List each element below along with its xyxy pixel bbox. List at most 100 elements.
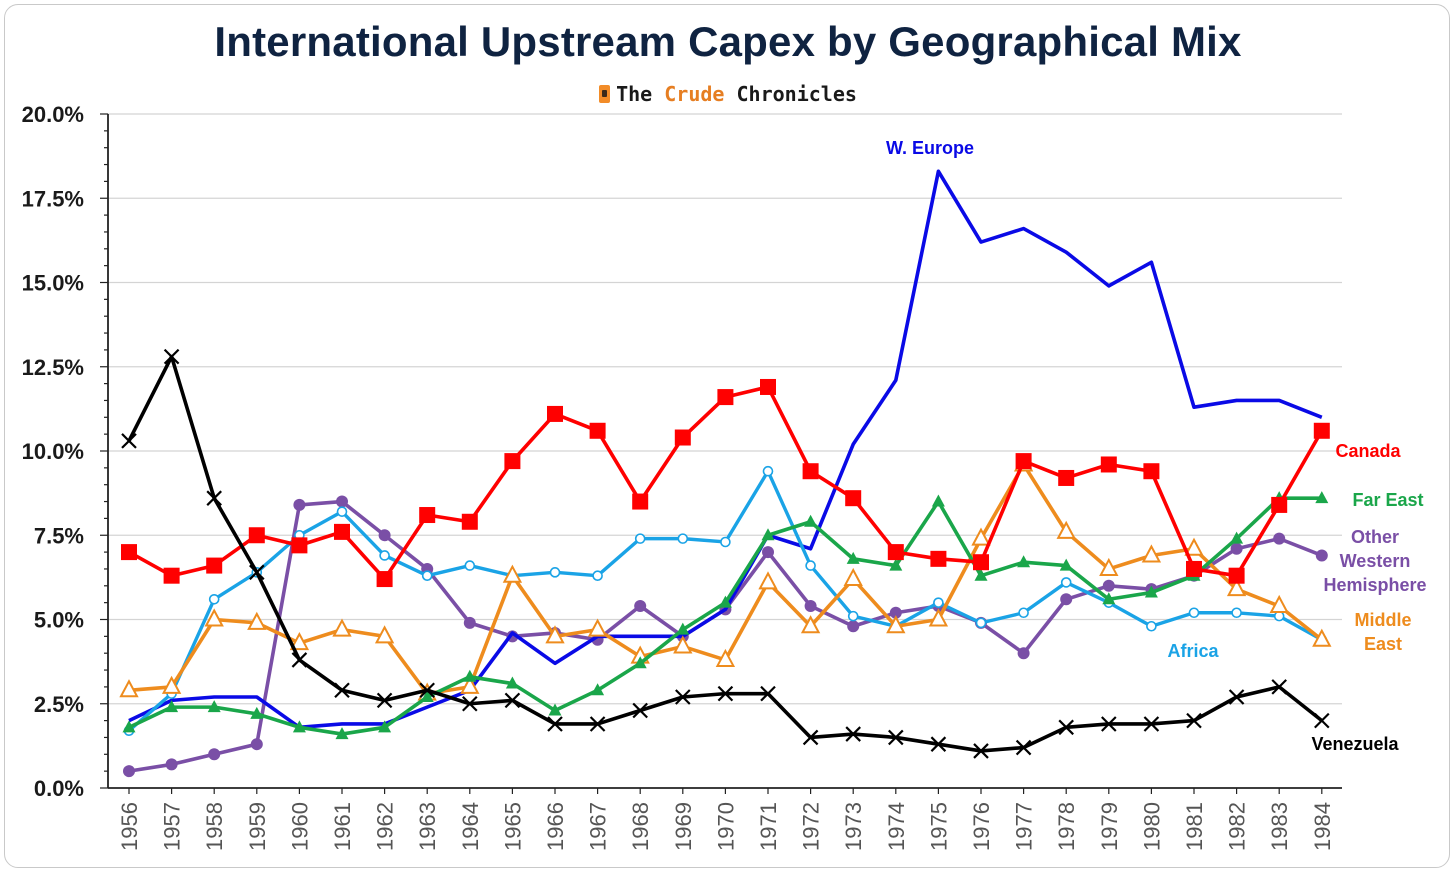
series-label: Venezuela [1311, 734, 1399, 754]
data-point [1099, 557, 1119, 576]
y-tick-label: 12.5% [22, 355, 84, 380]
series-label: Western [1340, 551, 1411, 571]
data-point [121, 544, 137, 561]
data-point-stroke [249, 564, 265, 581]
data-point [889, 606, 902, 619]
data-point [762, 546, 774, 559]
data-point [1315, 491, 1329, 504]
x-tick-label: 1960 [287, 802, 312, 851]
data-point [587, 618, 608, 637]
data-point [1230, 531, 1244, 544]
data-point [1146, 620, 1157, 632]
data-point [123, 765, 135, 778]
y-tick-label: 0.0% [34, 776, 84, 801]
series-label: Middle [1355, 610, 1412, 630]
data-point [1313, 422, 1330, 439]
data-point [589, 422, 606, 439]
data-point [1101, 716, 1117, 732]
data-point [419, 682, 435, 699]
x-tick-label: 1978 [1054, 802, 1079, 851]
data-point [163, 567, 180, 584]
data-point [1059, 558, 1073, 571]
data-point [973, 554, 989, 571]
data-point-stroke [121, 433, 137, 449]
data-point-stroke [419, 682, 435, 699]
data-point-stroke [376, 692, 393, 709]
data-point [632, 702, 648, 719]
data-point-stroke [717, 685, 734, 702]
data-point-stroke [163, 348, 180, 365]
data-point [717, 685, 734, 702]
data-point [1058, 469, 1075, 486]
x-tick-label: 1979 [1097, 802, 1122, 851]
data-point [165, 700, 179, 713]
x-tick-label: 1982 [1225, 802, 1250, 851]
y-tick-label: 2.5% [34, 692, 84, 717]
data-point [1102, 579, 1115, 592]
data-point [207, 700, 221, 713]
data-point [720, 536, 731, 548]
data-point [335, 727, 349, 740]
data-point [505, 676, 519, 689]
data-point [1141, 544, 1162, 563]
data-point-stroke [888, 729, 904, 746]
data-point [1231, 607, 1242, 619]
data-point [1186, 560, 1202, 577]
series-line [128, 385, 1324, 581]
data-point [545, 625, 565, 644]
data-point [677, 533, 689, 544]
brand-accent: Crude [664, 82, 725, 106]
data-point [1017, 647, 1030, 660]
series-label: Far East [1352, 490, 1423, 510]
data-point [1315, 549, 1328, 562]
data-point [334, 682, 350, 699]
data-point [462, 695, 478, 712]
x-tick-label: 1958 [202, 802, 227, 851]
data-point [1060, 577, 1072, 588]
data-point [974, 568, 988, 581]
data-point [633, 656, 647, 669]
data-point [805, 560, 816, 571]
data-point [1188, 607, 1200, 619]
data-point [376, 571, 393, 588]
data-point-stroke [1015, 739, 1032, 756]
x-tick-label: 1972 [799, 802, 824, 851]
data-point [715, 648, 736, 667]
series-label: Africa [1167, 641, 1219, 661]
data-point [119, 679, 139, 698]
data-point [889, 558, 903, 571]
data-point [973, 743, 989, 759]
data-point [460, 675, 480, 694]
data-point [293, 498, 306, 511]
data-point [845, 726, 861, 742]
data-point [673, 635, 693, 654]
x-tick-label: 1967 [586, 802, 611, 851]
data-point [419, 507, 436, 524]
x-tick-label: 1965 [500, 802, 525, 851]
y-tick-label: 5.0% [34, 608, 84, 633]
series-label: Canada [1335, 441, 1401, 461]
data-point [463, 669, 477, 682]
brand-prefix: The [616, 82, 665, 106]
x-tick-label: 1974 [884, 802, 909, 851]
data-point-stroke [1186, 712, 1202, 729]
data-point [289, 631, 310, 651]
x-tick-label: 1980 [1139, 802, 1164, 851]
data-point [1102, 592, 1116, 605]
data-point [930, 736, 947, 752]
data-point [334, 523, 350, 540]
data-point [461, 513, 478, 530]
data-point [675, 689, 691, 705]
data-point-stroke [547, 716, 563, 732]
data-point [163, 348, 180, 365]
series-label: East [1364, 634, 1402, 654]
data-point [206, 557, 223, 574]
data-point [379, 550, 390, 561]
data-point [549, 567, 561, 578]
series-line [127, 354, 1323, 753]
data-point [931, 494, 945, 507]
x-tick-label: 1973 [841, 802, 866, 851]
data-point [843, 567, 863, 587]
data-point [717, 389, 734, 406]
